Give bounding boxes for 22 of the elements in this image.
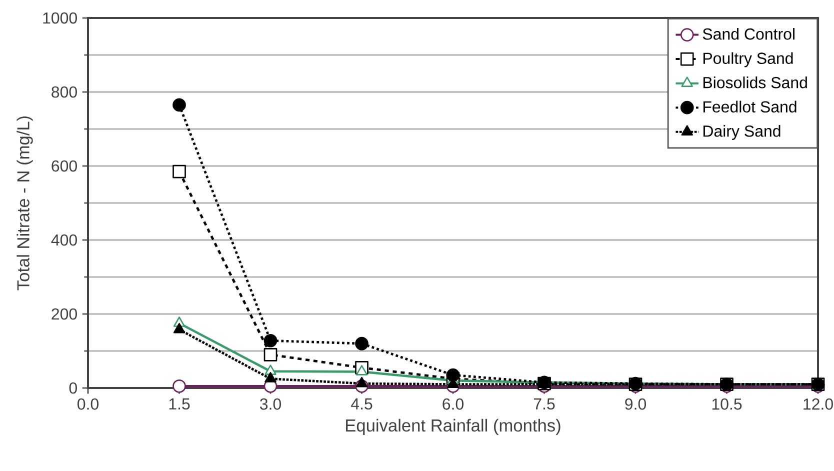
- x-tick-label: 10.5: [712, 398, 742, 410]
- y-tick-label: 400: [51, 234, 77, 246]
- y-tick-label: 1000: [43, 12, 77, 24]
- legend-label: Poultry Sand: [703, 52, 793, 68]
- x-axis-title: Equivalent Rainfall (months): [346, 418, 560, 436]
- legend-label: Biosolids Sand: [703, 76, 807, 88]
- y-tick-label: 600: [52, 160, 77, 172]
- legend-label: Feedlot Sand: [703, 100, 796, 113]
- legend-label: Dairy Sand: [703, 125, 780, 140]
- x-tick-label: 6.0: [442, 398, 464, 410]
- legend-label: Sand Control: [702, 28, 794, 40]
- y-axis-title: Total Nitrate - N (mg/L): [16, 116, 33, 290]
- x-tick-label: 4.5: [351, 398, 372, 410]
- x-tick-label: 1.5: [169, 398, 190, 410]
- x-tick-label: 7.5: [534, 398, 555, 410]
- y-tick-label: 800: [52, 86, 77, 98]
- x-tick-label: 0.0: [78, 398, 99, 410]
- y-tick-label: 0: [69, 382, 77, 394]
- x-tick-label: 3.0: [260, 398, 282, 410]
- x-tick-label: 12.0: [804, 398, 833, 410]
- x-tick-label: 9.0: [625, 398, 646, 410]
- y-tick-label: 200: [52, 308, 77, 320]
